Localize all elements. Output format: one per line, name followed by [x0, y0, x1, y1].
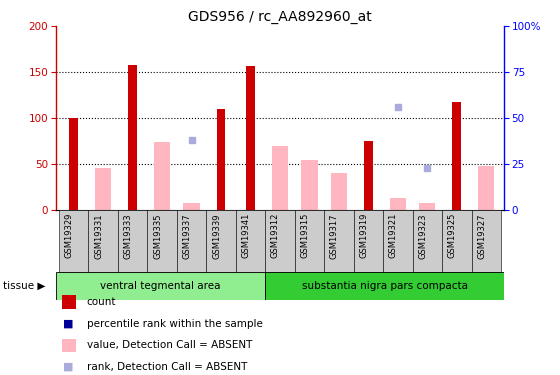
Bar: [147, 210, 177, 272]
Bar: [246, 66, 255, 210]
Bar: [88, 210, 118, 272]
Bar: [206, 210, 236, 272]
Bar: [154, 142, 170, 210]
Text: value, Detection Call = ABSENT: value, Detection Call = ABSENT: [87, 340, 252, 350]
Text: GSM19323: GSM19323: [418, 213, 427, 259]
Text: GSM19315: GSM19315: [301, 213, 310, 258]
Bar: [354, 210, 383, 272]
Text: GSM19335: GSM19335: [153, 213, 162, 259]
Bar: [128, 65, 137, 210]
Bar: [236, 210, 265, 272]
Bar: [419, 202, 436, 210]
Bar: [184, 202, 200, 210]
Bar: [56, 272, 265, 300]
Text: GSM19317: GSM19317: [330, 213, 339, 259]
Bar: [59, 210, 88, 272]
Bar: [301, 160, 318, 210]
Text: GSM19312: GSM19312: [271, 213, 280, 258]
Text: GSM19337: GSM19337: [183, 213, 192, 259]
Bar: [472, 210, 501, 272]
Text: percentile rank within the sample: percentile rank within the sample: [87, 319, 263, 328]
Bar: [331, 173, 347, 210]
Text: GSM19329: GSM19329: [65, 213, 74, 258]
Bar: [413, 210, 442, 272]
Text: GSM19341: GSM19341: [241, 213, 250, 258]
Text: tissue ▶: tissue ▶: [3, 281, 45, 291]
Bar: [390, 198, 406, 210]
Text: substantia nigra pars compacta: substantia nigra pars compacta: [301, 281, 468, 291]
Bar: [217, 109, 226, 210]
Text: GSM19321: GSM19321: [389, 213, 398, 258]
Text: GSM19339: GSM19339: [212, 213, 221, 259]
Text: count: count: [87, 297, 116, 307]
Bar: [452, 102, 461, 210]
Bar: [295, 210, 324, 272]
Text: rank, Detection Call = ABSENT: rank, Detection Call = ABSENT: [87, 362, 247, 372]
Text: GSM19331: GSM19331: [94, 213, 103, 259]
Bar: [478, 166, 494, 210]
Bar: [265, 272, 504, 300]
Text: ■: ■: [63, 319, 73, 328]
Bar: [383, 210, 413, 272]
Text: GSM19327: GSM19327: [477, 213, 486, 259]
Bar: [95, 168, 111, 210]
Bar: [177, 210, 206, 272]
Bar: [364, 141, 373, 210]
Bar: [265, 210, 295, 272]
Text: GSM19325: GSM19325: [448, 213, 457, 258]
Text: GSM19333: GSM19333: [124, 213, 133, 259]
Bar: [272, 146, 288, 210]
Text: GSM19319: GSM19319: [360, 213, 368, 258]
Bar: [118, 210, 147, 272]
Text: ventral tegmental area: ventral tegmental area: [100, 281, 221, 291]
Text: ■: ■: [63, 362, 73, 372]
Title: GDS956 / rc_AA892960_at: GDS956 / rc_AA892960_at: [188, 10, 372, 24]
Bar: [324, 210, 354, 272]
Bar: [69, 118, 78, 210]
Bar: [442, 210, 472, 272]
